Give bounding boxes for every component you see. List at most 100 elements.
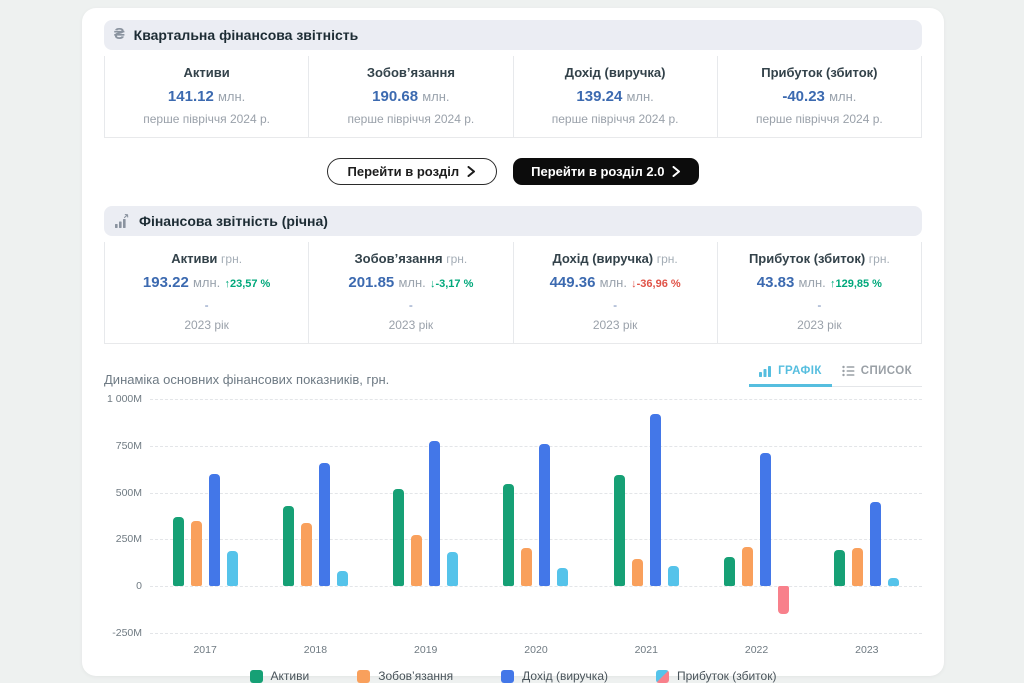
trend-down-indicator: ↓-3,17 % <box>429 278 474 290</box>
main-card: ₴ Квартальна фінансова звітність Активи 1… <box>82 8 944 683</box>
legend-item-1[interactable]: Зобов’язання <box>357 669 453 683</box>
y-tick-label: 1 000M <box>106 393 142 405</box>
y-axis: 1 000M 750M 500M 250M 0 -250M <box>104 393 150 639</box>
bar-2020-series-2[interactable] <box>539 443 551 587</box>
bar-2020-series-0[interactable] <box>503 484 515 587</box>
tab-list-label: СПИСОК <box>860 365 912 377</box>
x-tick-label: 2018 <box>303 644 328 656</box>
bar-group-2022 <box>701 399 811 633</box>
chart-legend: Активи Зобов’язання Дохід (виручка) Прибуто… <box>104 669 922 683</box>
bar-2022-series-1[interactable] <box>742 547 754 587</box>
bar-2021-series-2[interactable] <box>649 413 661 587</box>
bar-2022-series-2[interactable] <box>760 452 772 587</box>
bar-group-2021 <box>591 399 701 633</box>
bar-2018-series-2[interactable] <box>318 462 330 587</box>
bar-2020-series-1[interactable] <box>521 547 533 587</box>
metric-unit: млн. <box>798 275 826 290</box>
bar-group-2019 <box>371 399 481 633</box>
y-tick-label: -250M <box>112 627 142 639</box>
bar-2021-series-3[interactable] <box>667 565 679 587</box>
gridline <box>150 586 922 588</box>
bar-2019-series-1[interactable] <box>411 534 423 587</box>
quarterly-card-2: Дохід (виручка) 139.24 млн. перше півріччя… <box>512 56 717 137</box>
y-tick-label: 0 <box>136 580 142 593</box>
y-tick-label: 500M <box>115 486 142 499</box>
tab-graph[interactable]: ГРАФІК <box>749 361 832 387</box>
go-to-section-2-label: Перейти в розділ 2.0 <box>531 164 665 179</box>
bar-group-2017 <box>150 399 260 633</box>
go-to-section-2-button[interactable]: Перейти в розділ 2.0 <box>513 158 700 185</box>
go-to-section-button[interactable]: Перейти в розділ <box>326 158 498 185</box>
bar-2021-series-1[interactable] <box>631 559 643 587</box>
bar-2021-series-0[interactable] <box>613 474 625 587</box>
bar-2023-series-2[interactable] <box>870 502 882 587</box>
bar-2020-series-3[interactable] <box>557 568 569 587</box>
bar-chart-growth-icon <box>114 213 130 229</box>
legend-label: Дохід (виручка) <box>522 669 608 683</box>
bar-group-2020 <box>481 399 591 633</box>
legend-item-2[interactable]: Дохід (виручка) <box>501 669 608 683</box>
legend-item-3[interactable]: Прибуток (збиток) <box>656 669 776 683</box>
bar-2017-series-2[interactable] <box>208 473 220 587</box>
tab-list[interactable]: СПИСОК <box>832 361 922 387</box>
bar-2017-series-0[interactable] <box>172 516 184 587</box>
metric-currency: грн. <box>868 252 890 266</box>
bar-2022-series-0[interactable] <box>724 556 736 587</box>
legend-swatch <box>357 669 371 683</box>
bar-2018-series-0[interactable] <box>282 505 294 587</box>
list-tab-icon <box>842 365 855 377</box>
legend-label: Активи <box>270 669 310 683</box>
gridline <box>150 492 922 494</box>
bar-2018-series-1[interactable] <box>300 522 312 587</box>
metric-value: -40.23 млн. <box>724 88 915 105</box>
metric-label: Прибуток (збиток) грн. <box>748 251 890 266</box>
legend-label: Прибуток (збиток) <box>677 669 777 683</box>
x-tick-label: 2019 <box>414 644 438 656</box>
annual-metric-row: Активи грн. 193.22 млн. ↑23,57 % - 2023 рік… <box>104 242 922 343</box>
trend-down-indicator: ↓-36,96 % <box>631 278 681 290</box>
metric-currency: грн. <box>656 252 678 266</box>
gridline <box>150 445 922 447</box>
bar-2017-series-1[interactable] <box>190 520 202 587</box>
metric-number: 141.12 <box>167 88 214 105</box>
metric-value: 449.36 млн. ↓-36,96 % <box>520 274 711 291</box>
legend-label: Зобов’язання <box>378 669 454 683</box>
bar-2023-series-1[interactable] <box>852 548 864 587</box>
bar-2019-series-2[interactable] <box>429 441 441 587</box>
x-tick-label: 2020 <box>524 644 548 656</box>
gridline <box>150 539 922 541</box>
bar-2018-series-3[interactable] <box>336 571 348 587</box>
x-axis-labels: 2017 2018 2019 2020 2021 2022 2023 <box>150 644 922 656</box>
metric-value: 193.22 млн. ↑23,57 % <box>111 274 302 291</box>
chart-view-tabs: ГРАФІК СПИСОК <box>749 361 922 387</box>
bar-2017-series-3[interactable] <box>226 550 238 587</box>
legend-swatch <box>249 669 263 683</box>
trend-up-indicator: ↑23,57 % <box>224 278 271 290</box>
metric-unit: млн. <box>192 275 221 290</box>
annual-card-1: Зобов’язання грн. 201.85 млн. ↓-3,17 % -20… <box>308 242 512 343</box>
bar-2022-series-3[interactable] <box>778 586 790 614</box>
plot-area <box>150 399 922 634</box>
metric-dash: - <box>613 298 618 312</box>
metric-period: перше півріччя 2024 р. <box>551 112 679 126</box>
annual-section-header: Фінансова звітність (річна) <box>104 206 922 236</box>
metric-value: 190.68 млн. <box>315 88 506 105</box>
metric-number: 43.83 <box>756 274 795 291</box>
quarterly-section-header: ₴ Квартальна фінансова звітність <box>104 20 922 50</box>
metric-period: перше півріччя 2024 р. <box>756 112 883 126</box>
metric-value: 43.83 млн. ↑129,85 % <box>724 274 915 291</box>
bar-2023-series-3[interactable] <box>888 577 900 587</box>
bar-2023-series-0[interactable] <box>834 550 846 587</box>
legend-item-0[interactable]: Активи <box>249 669 310 683</box>
bar-2019-series-0[interactable] <box>393 488 405 587</box>
chart-title: Динаміка основних фінансових показників,… <box>104 372 390 387</box>
bar-2019-series-3[interactable] <box>447 551 459 587</box>
metric-value: 139.24 млн. <box>520 88 711 105</box>
annual-card-2: Дохід (виручка) грн. 449.36 млн. ↓-36,96 … <box>512 242 717 343</box>
x-tick-label: 2017 <box>193 644 217 656</box>
metric-unit: млн. <box>626 89 654 104</box>
gridline <box>150 399 922 400</box>
buttons-row: Перейти в розділ Перейти в розділ 2.0 <box>104 158 922 185</box>
bar-group-2018 <box>260 399 370 633</box>
metric-label: Зобов’язання грн. <box>354 251 468 266</box>
